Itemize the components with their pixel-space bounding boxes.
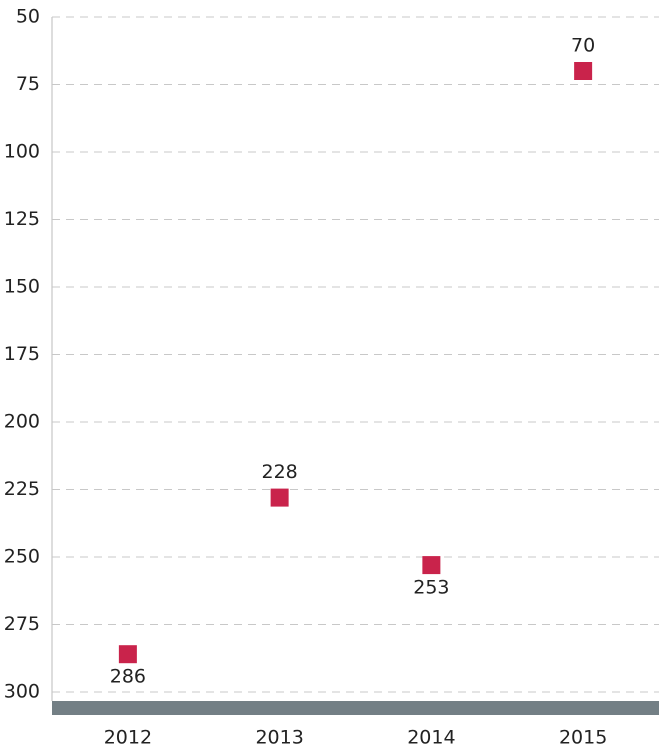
y-tick-label: 75 <box>16 73 40 95</box>
x-tick-label: 2013 <box>255 727 303 749</box>
data-label: 228 <box>261 461 297 483</box>
y-tick-label: 175 <box>4 343 40 365</box>
y-tick-label: 100 <box>4 141 40 163</box>
y-tick-label: 250 <box>4 546 40 568</box>
x-axis-band <box>52 701 659 715</box>
marker <box>422 556 441 575</box>
data-label: 286 <box>110 666 146 688</box>
x-tick-label: 2015 <box>559 727 607 749</box>
marker <box>270 488 289 507</box>
y-tick-label: 125 <box>4 208 40 230</box>
y-tick-label: 300 <box>4 681 40 703</box>
data-label: 253 <box>413 577 449 599</box>
y-tick-label: 200 <box>4 411 40 433</box>
y-tick-label: 50 <box>16 6 40 28</box>
y-tick-label: 150 <box>4 276 40 298</box>
x-tick-label: 2012 <box>104 727 152 749</box>
data-label: 70 <box>571 35 595 57</box>
marker <box>118 645 137 664</box>
x-tick-label: 2014 <box>407 727 455 749</box>
y-tick-label: 225 <box>4 478 40 500</box>
marker <box>574 62 593 80</box>
y-tick-label: 275 <box>4 613 40 635</box>
